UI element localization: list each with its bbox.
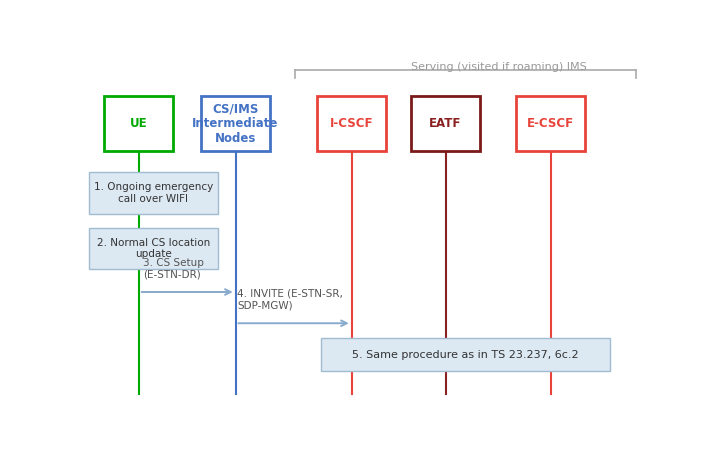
Text: 1. Ongoing emergency
call over WIFI: 1. Ongoing emergency call over WIFI bbox=[94, 182, 213, 204]
Text: 4. INVITE (E-STN-SR,
SDP-MGW): 4. INVITE (E-STN-SR, SDP-MGW) bbox=[237, 289, 343, 310]
Text: I-CSCF: I-CSCF bbox=[330, 117, 374, 130]
Text: EATF: EATF bbox=[429, 117, 462, 130]
Text: 3. CS Setup
(E-STN-DR): 3. CS Setup (E-STN-DR) bbox=[143, 258, 204, 280]
FancyBboxPatch shape bbox=[89, 172, 218, 214]
Text: CS/IMS
Intermediate
Nodes: CS/IMS Intermediate Nodes bbox=[193, 102, 279, 145]
FancyBboxPatch shape bbox=[321, 338, 610, 371]
FancyBboxPatch shape bbox=[89, 228, 218, 269]
FancyBboxPatch shape bbox=[104, 96, 173, 152]
FancyBboxPatch shape bbox=[201, 96, 270, 152]
FancyBboxPatch shape bbox=[411, 96, 480, 152]
Text: 2. Normal CS location
update: 2. Normal CS location update bbox=[97, 238, 210, 259]
FancyBboxPatch shape bbox=[516, 96, 585, 152]
Text: UE: UE bbox=[130, 117, 148, 130]
Text: 5. Same procedure as in TS 23.237, 6c.2: 5. Same procedure as in TS 23.237, 6c.2 bbox=[352, 350, 579, 359]
Text: E-CSCF: E-CSCF bbox=[527, 117, 574, 130]
Text: Serving (visited if roaming) IMS: Serving (visited if roaming) IMS bbox=[411, 62, 587, 72]
FancyBboxPatch shape bbox=[317, 96, 386, 152]
